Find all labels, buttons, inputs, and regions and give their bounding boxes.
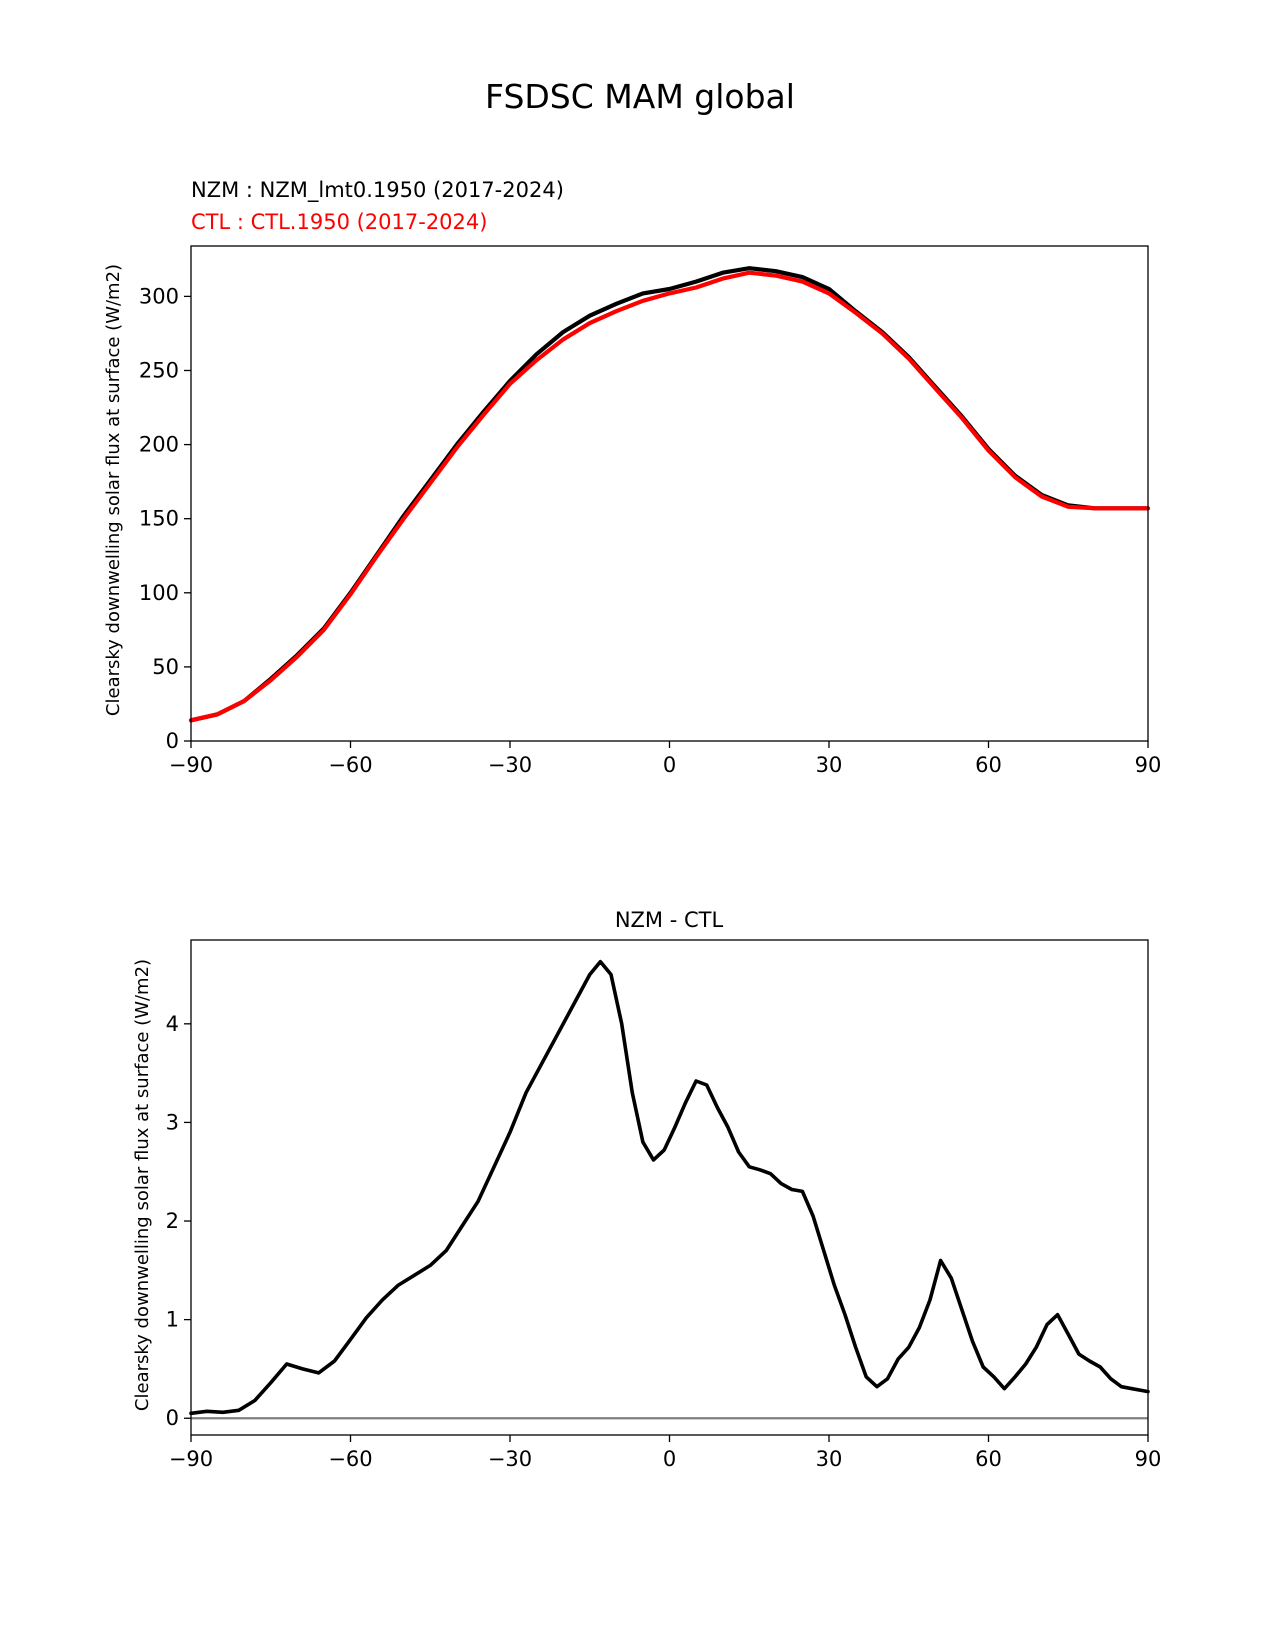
top-y-tick-label: 250 xyxy=(139,358,179,382)
top-series-line-ctl xyxy=(188,270,1151,723)
panel-bottom: NZM - CTL Clearsky downwelling solar flu… xyxy=(132,908,1161,1471)
top-ticks: −90 −60 −30 0 30 60 90 0 50 100 150 200 250 300 xyxy=(139,284,1161,777)
top-x-tick-label: 30 xyxy=(816,753,843,777)
top-y-tick-label: 150 xyxy=(139,507,179,531)
top-x-tick-label: −30 xyxy=(488,753,532,777)
bottom-y-tick-label: 1 xyxy=(166,1308,179,1332)
bottom-series xyxy=(189,959,1150,1416)
bottom-y-tick-label: 4 xyxy=(166,1012,179,1036)
bottom-x-tick-label: 30 xyxy=(816,1447,843,1471)
bottom-x-tick-label: −90 xyxy=(169,1447,213,1471)
top-series xyxy=(188,266,1151,723)
bottom-title: NZM - CTL xyxy=(615,908,724,932)
top-x-tick-label: 0 xyxy=(663,753,676,777)
bottom-x-tick-label: 0 xyxy=(663,1447,676,1471)
top-y-tick-label: 200 xyxy=(139,433,179,457)
panel-top: NZM : NZM_lmt0.1950 (2017-2024) CTL : CT… xyxy=(103,178,1161,777)
top-y-axis-label: Clearsky downwelling solar flux at surfa… xyxy=(103,264,124,716)
bottom-series-line-nzm-ctl xyxy=(189,959,1150,1416)
top-y-tick-label: 50 xyxy=(152,655,179,679)
top-x-tick-label: 60 xyxy=(975,753,1002,777)
top-axes-frame xyxy=(190,245,1149,742)
bottom-x-tick-label: 90 xyxy=(1135,1447,1162,1471)
top-y-tick-label: 300 xyxy=(139,284,179,308)
figure-suptitle: FSDSC MAM global xyxy=(485,77,795,116)
legend-entry-ctl: CTL : CTL.1950 (2017-2024) xyxy=(191,210,487,234)
top-x-tick-label: −60 xyxy=(328,753,372,777)
bottom-x-tick-label: 60 xyxy=(975,1447,1002,1471)
bottom-x-tick-label: −60 xyxy=(328,1447,372,1471)
bottom-y-axis-label: Clearsky downwelling solar flux at surfa… xyxy=(132,959,153,1411)
top-x-tick-label: −90 xyxy=(169,753,213,777)
bottom-ticks: −90 −60 −30 0 30 60 90 0 1 2 3 4 xyxy=(166,1012,1162,1471)
bottom-x-tick-label: −30 xyxy=(488,1447,532,1471)
bottom-y-tick-label: 3 xyxy=(166,1110,179,1134)
bottom-y-tick-label: 0 xyxy=(166,1406,179,1430)
legend-entry-nzm: NZM : NZM_lmt0.1950 (2017-2024) xyxy=(191,178,564,203)
top-x-tick-label: 90 xyxy=(1135,753,1162,777)
bottom-y-tick-label: 2 xyxy=(166,1209,179,1233)
top-y-tick-label: 100 xyxy=(139,581,179,605)
bottom-axes-frame xyxy=(190,939,1149,1436)
top-y-tick-label: 0 xyxy=(166,729,179,753)
